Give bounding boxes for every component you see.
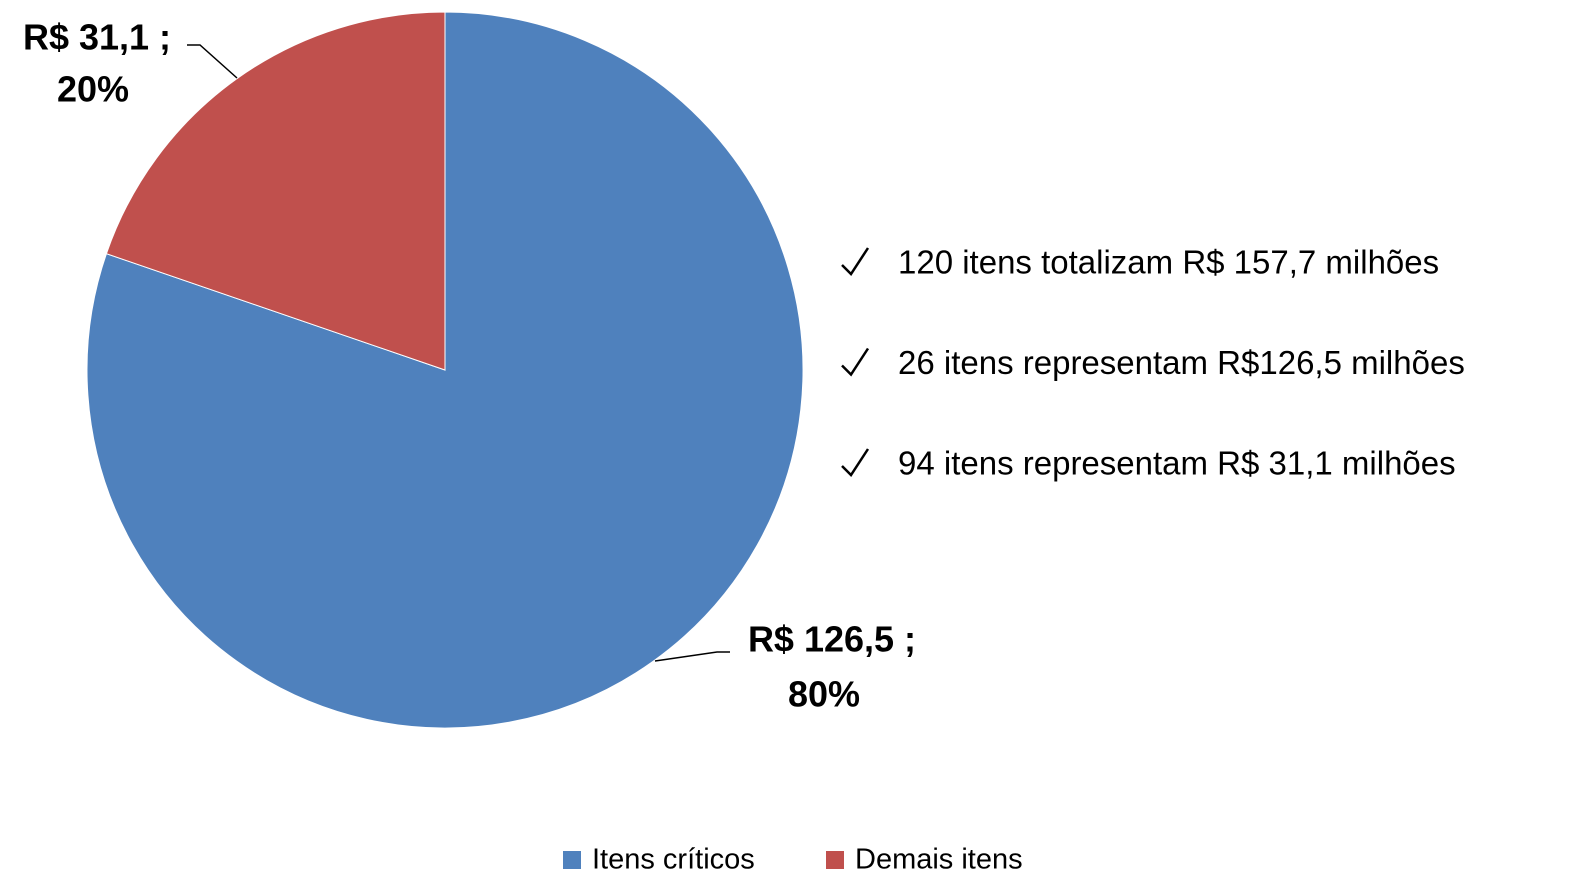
check-icon (841, 347, 870, 377)
data-label: R$ 31,1 ; (23, 17, 171, 58)
legend-swatch (563, 851, 581, 869)
data-label: 20% (57, 69, 129, 110)
annotation: 120 itens totalizam R$ 157,7 milhões (898, 244, 1439, 281)
pie-slice (105, 11, 446, 371)
legend-label: Itens críticos (592, 844, 755, 873)
annotation: 94 itens representam R$ 31,1 milhões (898, 445, 1456, 482)
legend-swatch (826, 851, 844, 869)
check-icon (841, 448, 870, 477)
leader-line (187, 44, 238, 79)
legend-label: Demais itens (855, 844, 1023, 873)
data-label: R$ 126,5 ; (748, 619, 916, 660)
annotation: 26 itens representam R$126,5 milhões (898, 344, 1465, 381)
leader-line (654, 651, 730, 662)
data-label: 80% (788, 674, 860, 715)
check-icon (841, 247, 870, 276)
